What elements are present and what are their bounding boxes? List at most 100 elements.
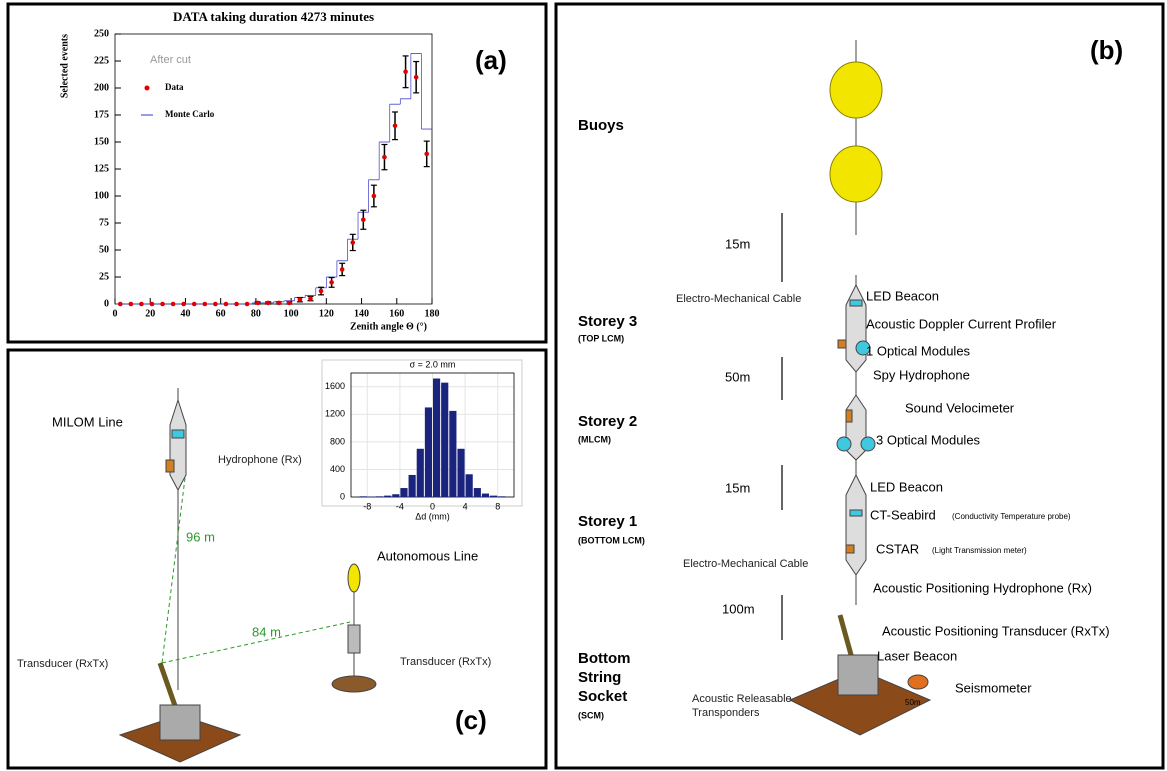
bar (466, 474, 473, 497)
bar (449, 411, 456, 497)
data-point (213, 302, 218, 307)
y-tick-label: 800 (330, 436, 345, 446)
label: Acoustic Doppler Current Profiler (866, 316, 1057, 331)
label: CT-Seabird (870, 507, 936, 522)
x-tick-label: -4 (396, 501, 404, 511)
x-tick-label: 60 (216, 308, 226, 319)
data-point (319, 289, 324, 294)
label: (Conductivity Temperature probe) (952, 512, 1071, 521)
data-point (266, 301, 271, 306)
y-tick-label: 125 (94, 163, 109, 174)
x-tick-label: 0 (430, 501, 435, 511)
bar (409, 475, 416, 497)
label: CSTAR (876, 541, 919, 556)
x-tick-label: 140 (354, 308, 369, 319)
label: Sound Velocimeter (905, 400, 1015, 415)
bar (498, 496, 505, 497)
x-tick-label: 8 (495, 501, 500, 511)
x-axis-label: Δd (mm) (415, 511, 450, 521)
data-point (118, 302, 123, 307)
label: LED Beacon (866, 288, 939, 303)
y-tick-label: 50 (99, 244, 109, 255)
data-point (350, 240, 355, 245)
x-axis-label: Zenith angle Θ (°) (350, 321, 427, 332)
data-point (192, 302, 197, 307)
x-tick-label: 120 (319, 308, 334, 319)
y-tick-label: 225 (94, 55, 109, 66)
label: 50m (725, 369, 750, 384)
label: (TOP LCM) (578, 333, 624, 343)
x-tick-label: 40 (180, 308, 190, 319)
label: String (578, 669, 621, 686)
bar (441, 383, 448, 497)
label: Transducer (RxTx) (17, 658, 108, 670)
data-point (234, 302, 239, 307)
chart-title: DATA taking duration 4273 minutes (173, 9, 374, 24)
label: Storey 2 (578, 413, 637, 430)
x-tick-label: 80 (251, 308, 261, 319)
panel-b-frame (556, 4, 1163, 768)
data-point (382, 155, 387, 160)
x-tick-label: 160 (389, 308, 404, 319)
label: (Light Transmission meter) (932, 546, 1027, 555)
x-tick-label: 180 (425, 308, 440, 319)
data-point (139, 302, 144, 307)
label: Hydrophone (Rx) (218, 454, 302, 466)
legend-label: Monte Carlo (165, 109, 215, 119)
legend-label: Data (165, 82, 184, 92)
y-tick-label: 25 (99, 271, 109, 282)
label: Electro-Mechanical Cable (676, 293, 801, 305)
y-tick-label: 75 (99, 217, 109, 228)
data-point (287, 301, 292, 306)
x-tick-label: 4 (463, 501, 468, 511)
panel-label: (b) (1090, 35, 1123, 65)
panel-label: (a) (475, 45, 507, 75)
label: Transducer (RxTx) (400, 656, 491, 668)
label: 84 m (252, 624, 281, 639)
data-point (276, 301, 281, 306)
y-tick-label: 0 (104, 298, 109, 309)
bar (384, 496, 391, 497)
label: 1 Optical Modules (866, 343, 971, 358)
data-point (329, 280, 334, 285)
legend-title: After cut (150, 54, 191, 66)
data-point (361, 217, 366, 222)
label: (BOTTOM LCM) (578, 535, 645, 545)
data-point (150, 302, 155, 307)
bar (417, 449, 424, 497)
y-tick-label: 400 (330, 464, 345, 474)
data-point (308, 296, 313, 301)
label: Electro-Mechanical Cable (683, 558, 808, 570)
x-tick-label: 0 (113, 308, 118, 319)
data-point (129, 302, 134, 307)
label: MILOM Line (52, 414, 123, 429)
label: Laser Beacon (877, 648, 957, 663)
bar (490, 496, 497, 497)
y-tick-label: 1200 (325, 409, 345, 419)
bar (376, 496, 383, 497)
label: Storey 1 (578, 513, 637, 530)
y-tick-label: 200 (94, 82, 109, 93)
bar (474, 488, 481, 497)
label: LED Beacon (870, 479, 943, 494)
data-point (224, 302, 229, 307)
data-point (203, 302, 208, 307)
data-point (160, 302, 165, 307)
label: 15m (725, 480, 750, 495)
label: Acoustic Positioning Hydrophone (Rx) (873, 580, 1092, 595)
label: 96 m (186, 529, 215, 544)
data-point (245, 302, 250, 307)
panel-a-frame (8, 4, 546, 342)
bar (392, 494, 399, 497)
label: Socket (578, 688, 627, 705)
label: 100m (722, 601, 755, 616)
label: (MLCM) (578, 434, 611, 444)
figure: (a) (b) (c) Buoys 15m Electro-Mechanical… (0, 0, 1167, 771)
y-tick-label: 150 (94, 136, 109, 147)
data-point (414, 75, 419, 80)
label: Bottom (578, 650, 631, 667)
legend-swatch (145, 86, 150, 91)
label: Acoustic Positioning Transducer (RxTx) (882, 623, 1110, 638)
y-axis-label: Selected events (59, 34, 70, 98)
label: (SCM) (578, 710, 604, 720)
